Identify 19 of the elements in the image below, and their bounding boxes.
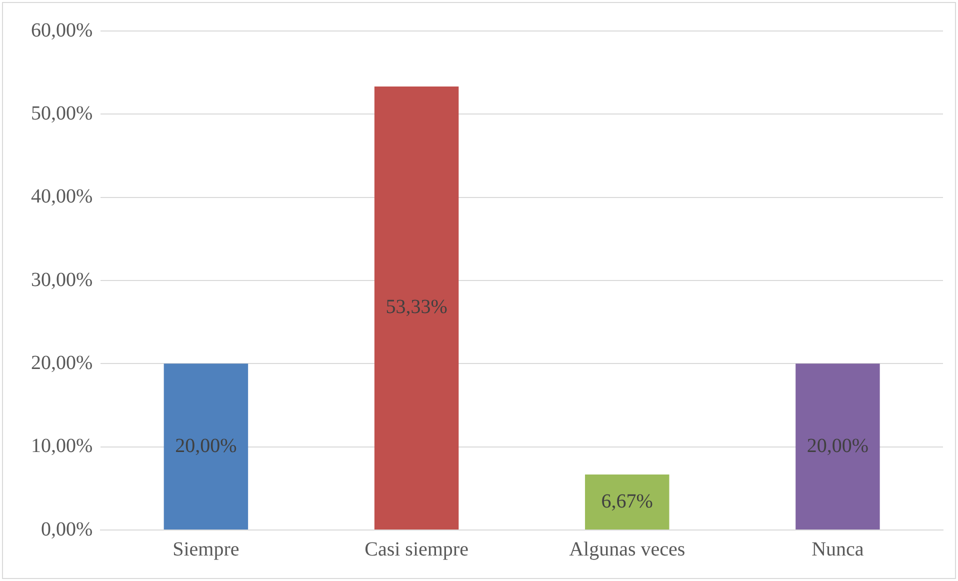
x-tick-label: Casi siempre (364, 538, 469, 560)
data-label: 20,00% (175, 434, 237, 457)
y-tick-label: 60,00% (30, 19, 93, 42)
y-tick-label: 20,00% (30, 352, 93, 374)
y-tick-label: 0,00% (40, 518, 93, 540)
y-tick-label: 50,00% (30, 102, 93, 124)
x-tick-label: Siempre (172, 538, 240, 560)
bar (796, 364, 880, 530)
data-label: 6,67% (601, 490, 653, 512)
x-tick-label: Nunca (812, 538, 864, 560)
y-tick-label: 30,00% (30, 268, 93, 291)
x-tick-label: Algunas veces (569, 538, 686, 560)
bar (585, 474, 670, 530)
data-label: 20,00% (806, 434, 869, 457)
y-tick-label: 10,00% (30, 435, 93, 458)
data-label: 53,33% (386, 296, 448, 318)
bar (374, 86, 459, 530)
bar (164, 364, 248, 530)
y-tick-label: 40,00% (30, 186, 93, 208)
